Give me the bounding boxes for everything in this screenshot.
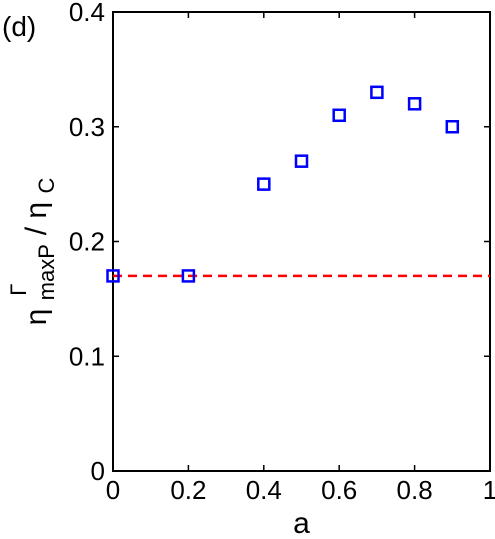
x-tick-label: 0 <box>106 475 120 505</box>
x-tick-label: 0.6 <box>321 475 357 505</box>
data-point <box>181 269 196 283</box>
ticks <box>112 11 491 472</box>
y-axis-label: η maxP Γ / η C <box>0 178 61 326</box>
y-label-slash: / <box>20 226 53 235</box>
y-tick-label: 0.1 <box>69 341 105 371</box>
x-tick-label: 0.8 <box>397 475 433 505</box>
y-label-denom-sub: C <box>34 178 59 194</box>
data-point <box>106 269 120 283</box>
data-point <box>332 108 346 123</box>
data-markers <box>106 85 460 283</box>
plot-area <box>112 11 491 472</box>
x-tick-label: 0.2 <box>170 475 206 505</box>
x-tick-label: 1 <box>483 475 495 505</box>
y-label-main-sup: Γ <box>6 284 31 296</box>
x-axis-label: a <box>293 507 310 539</box>
axes-box <box>112 11 491 472</box>
data-point <box>257 177 271 191</box>
y-tick-label: 0 <box>91 456 105 486</box>
x-tick-label: 0.4 <box>246 475 282 505</box>
panel-label: (d) <box>2 11 36 42</box>
svg-text:η maxP Γ /: η maxP Γ / η C <box>0 178 61 326</box>
data-point <box>370 85 384 100</box>
data-point <box>445 120 460 134</box>
data-point <box>294 154 309 168</box>
y-label-main: η <box>20 309 53 326</box>
tick-labels: 0 0.2 0.4 0.6 0.8 1 0 0.1 0.2 0.3 0.4 <box>69 0 495 505</box>
y-tick-label: 0.4 <box>69 0 105 27</box>
y-tick-label: 0.3 <box>69 112 105 142</box>
data-point <box>407 97 422 111</box>
y-tick-label: 0.2 <box>69 227 105 257</box>
y-label-main-sub: maxP <box>34 244 59 300</box>
y-label-denom: η <box>20 202 53 219</box>
